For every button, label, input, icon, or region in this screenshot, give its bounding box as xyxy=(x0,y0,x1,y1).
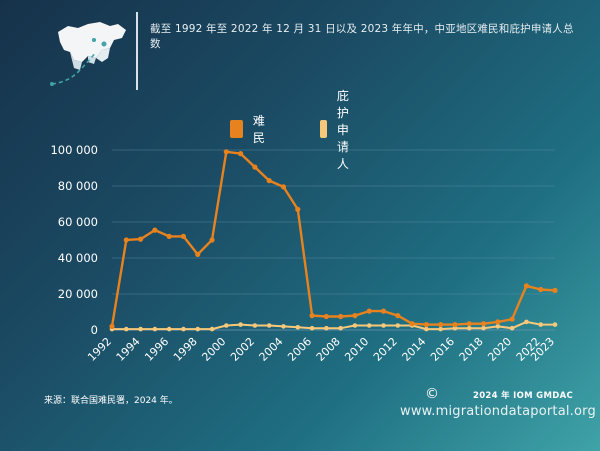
y-tick-label: 0 xyxy=(91,323,98,337)
legend-swatch-refugees xyxy=(230,120,243,138)
y-tick-label: 60 000 xyxy=(58,215,98,229)
data-point-refugees xyxy=(495,319,501,325)
x-tick-label: 1994 xyxy=(114,335,143,364)
data-point-asylum-seekers xyxy=(309,325,315,331)
data-point-refugees xyxy=(309,313,315,319)
x-tick-label: 2008 xyxy=(314,335,343,364)
data-point-asylum-seekers xyxy=(338,325,343,331)
data-point-asylum-seekers xyxy=(195,326,201,332)
data-point-refugees xyxy=(538,286,544,293)
legend-swatch-asylum-seekers xyxy=(320,120,327,138)
x-tick-label: 2004 xyxy=(257,335,286,364)
data-point-asylum-seekers xyxy=(524,319,529,325)
x-tick-label: 2010 xyxy=(342,335,371,364)
data-point-asylum-seekers xyxy=(424,326,429,332)
copyright-icon: © xyxy=(425,386,439,402)
data-point-refugees xyxy=(166,233,172,239)
data-point-asylum-seekers xyxy=(452,325,458,331)
data-point-refugees xyxy=(352,313,358,319)
source-note: 来源：联合国难民署，2024 年。 xyxy=(44,396,178,406)
data-point-refugees xyxy=(366,308,372,314)
y-tick-label: 20 000 xyxy=(58,287,98,301)
data-point-asylum-seekers xyxy=(138,326,143,332)
data-point-refugees xyxy=(252,164,258,170)
data-point-asylum-seekers xyxy=(395,323,401,328)
data-point-refugees xyxy=(266,178,272,184)
website-link[interactable]: www.migrationdataportal.org xyxy=(400,404,596,419)
data-point-refugees xyxy=(180,233,187,239)
y-tick-label: 80 000 xyxy=(58,179,98,193)
legend-label-refugees: 难民 xyxy=(252,114,265,145)
data-point-asylum-seekers xyxy=(366,323,372,328)
data-point-asylum-seekers xyxy=(152,326,158,332)
data-point-asylum-seekers xyxy=(481,325,486,331)
x-tick-label: 1998 xyxy=(171,335,200,364)
data-point-refugees xyxy=(295,206,301,212)
series-line-refugees xyxy=(110,150,556,327)
data-point-refugees xyxy=(480,321,487,327)
y-tick-label: 40 000 xyxy=(58,251,98,265)
data-point-refugees xyxy=(209,237,215,243)
data-point-asylum-seekers xyxy=(123,326,129,332)
data-point-asylum-seekers xyxy=(252,323,258,328)
data-point-asylum-seekers xyxy=(166,326,172,332)
data-point-refugees xyxy=(395,313,401,319)
y-tick-label: 100 000 xyxy=(50,143,98,157)
data-point-asylum-seekers xyxy=(281,324,286,329)
data-point-refugees xyxy=(409,321,415,327)
data-point-asylum-seekers xyxy=(552,322,558,327)
x-tick-label: 2006 xyxy=(285,335,314,364)
data-point-refugees xyxy=(523,283,530,289)
data-point-asylum-seekers xyxy=(352,323,358,328)
data-point-refugees xyxy=(238,151,244,157)
x-tick-label: 2000 xyxy=(199,335,228,364)
data-point-asylum-seekers xyxy=(438,326,443,332)
data-point-refugees xyxy=(380,308,387,314)
data-point-refugees xyxy=(438,322,444,328)
org-credit: 2024 年 IOM GMDAC xyxy=(473,391,573,401)
data-point-asylum-seekers xyxy=(209,326,215,332)
data-point-asylum-seekers xyxy=(381,323,386,328)
legend-item-refugees: 难民 xyxy=(230,114,270,145)
x-tick-label: 2012 xyxy=(371,335,400,364)
data-point-asylum-seekers xyxy=(538,322,544,327)
chart-title: 截至 1992 年至 2022 年 12 月 31 日以及 2023 年年中，中… xyxy=(150,23,574,50)
x-tick-label: 1996 xyxy=(142,335,171,364)
data-point-refugees xyxy=(452,322,458,328)
data-point-refugees xyxy=(338,313,344,320)
data-point-refugees xyxy=(109,323,115,329)
central-asia-map-icon xyxy=(50,22,126,86)
x-tick-label: 2002 xyxy=(228,335,257,364)
series-line-asylum-seekers xyxy=(112,320,555,331)
data-point-refugees xyxy=(323,313,329,320)
x-tick-label: 2020 xyxy=(485,335,514,364)
x-tick-label: 2018 xyxy=(457,335,486,364)
data-point-asylum-seekers xyxy=(295,325,301,330)
header-divider xyxy=(136,12,138,90)
data-point-asylum-seekers xyxy=(495,324,501,329)
data-point-refugees xyxy=(152,227,158,233)
x-tick-label: 2014 xyxy=(400,335,429,364)
data-point-refugees xyxy=(280,184,287,190)
data-point-asylum-seekers xyxy=(466,325,472,331)
x-tick-label: 2016 xyxy=(428,335,457,364)
data-point-refugees xyxy=(123,237,129,243)
data-point-refugees xyxy=(509,316,515,322)
data-point-asylum-seekers xyxy=(181,326,186,332)
data-point-asylum-seekers xyxy=(238,322,243,327)
data-point-refugees xyxy=(137,236,144,242)
data-point-asylum-seekers xyxy=(509,325,515,331)
data-point-asylum-seekers xyxy=(324,325,329,331)
data-point-refugees xyxy=(195,251,201,257)
data-point-refugees xyxy=(223,149,229,155)
data-point-refugees xyxy=(423,322,429,328)
data-point-refugees xyxy=(552,287,558,293)
x-tick-label: 1992 xyxy=(85,335,114,364)
data-point-asylum-seekers xyxy=(266,323,272,328)
data-point-refugees xyxy=(466,321,472,327)
data-point-asylum-seekers xyxy=(224,323,229,328)
